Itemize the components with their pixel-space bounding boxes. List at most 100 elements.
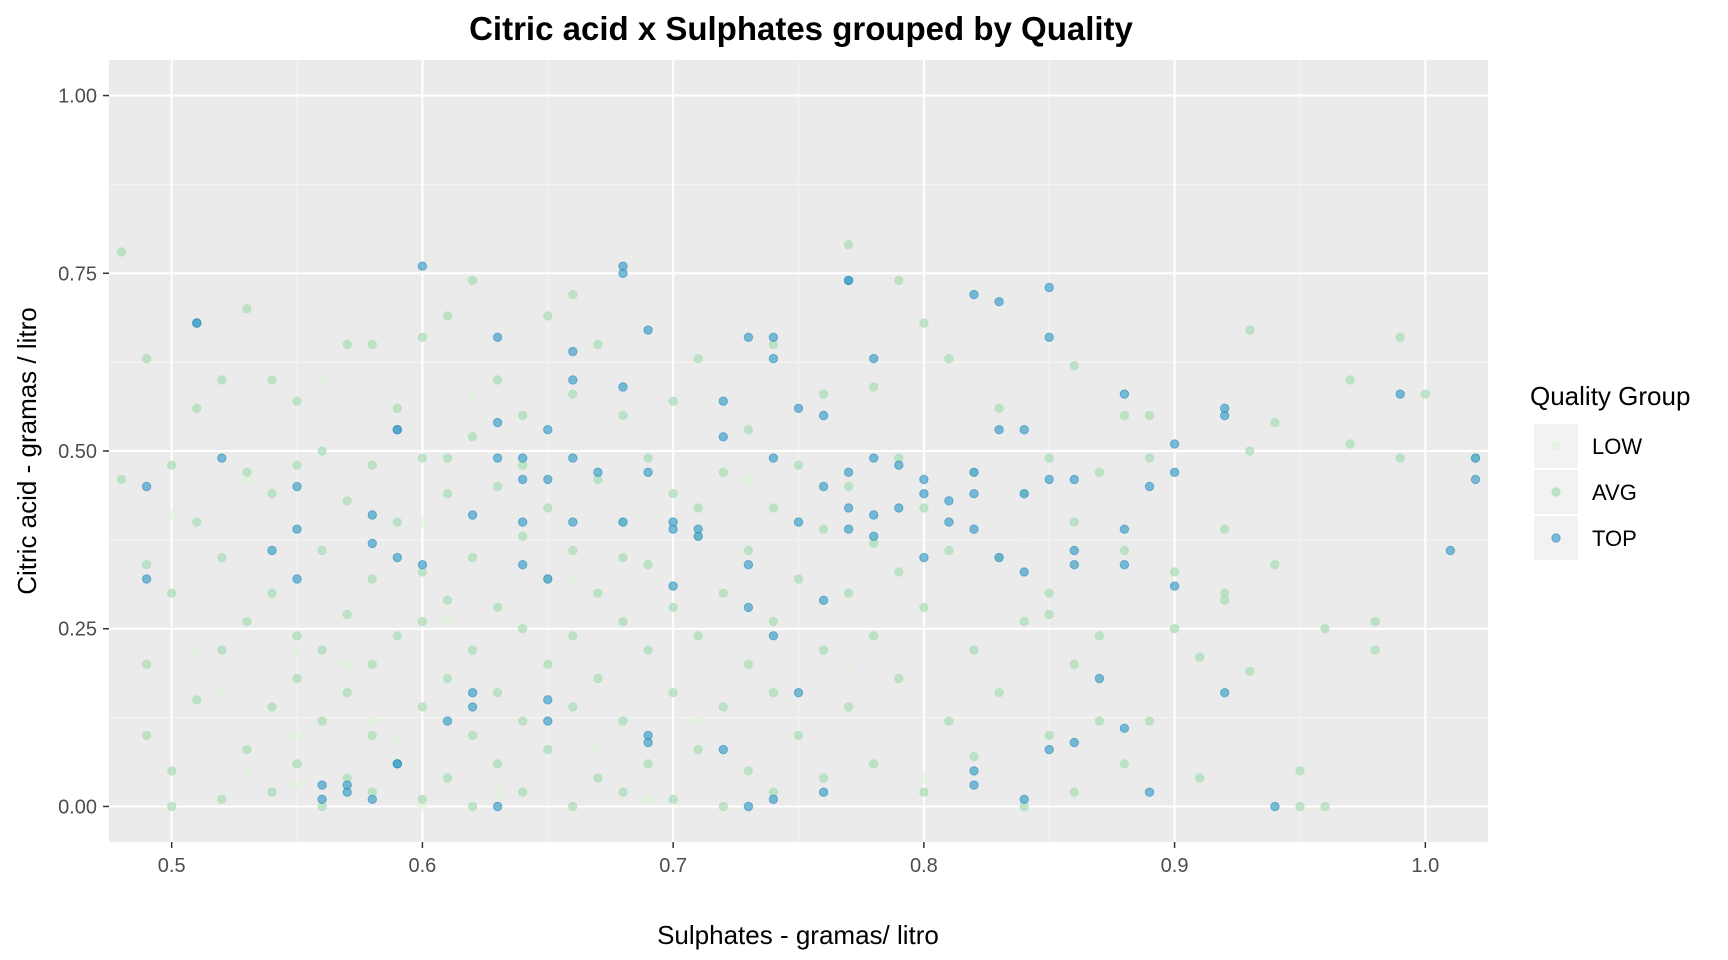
data-point-avg (944, 716, 954, 726)
data-point-top (718, 396, 728, 406)
data-point-top (141, 574, 152, 584)
data-point-avg (793, 730, 804, 741)
data-point-avg (919, 787, 929, 797)
data-point-avg (543, 659, 553, 669)
data-point-avg (317, 446, 327, 456)
data-point-top (743, 801, 754, 812)
data-point-top (1470, 453, 1481, 463)
data-point-top (818, 787, 829, 797)
data-point-avg (1169, 567, 1180, 577)
data-point-avg (492, 481, 503, 492)
data-point-avg (944, 353, 954, 364)
data-point-top (1019, 794, 1029, 804)
data-point-avg (1395, 332, 1405, 342)
data-point-top (543, 425, 553, 435)
data-point-top (894, 503, 904, 513)
data-point-avg (818, 645, 829, 655)
data-point-top (467, 688, 478, 698)
x-tick-label: 0.8 (910, 855, 938, 877)
data-point-avg (543, 744, 553, 755)
data-point-top (292, 524, 302, 534)
data-point-top (1069, 560, 1080, 570)
data-point-avg (843, 240, 854, 250)
data-point-avg (1044, 588, 1054, 598)
data-point-avg (292, 673, 302, 684)
data-point-avg (919, 318, 929, 328)
data-point-avg (518, 531, 528, 541)
data-point-avg (793, 574, 804, 584)
data-point-avg (1069, 517, 1080, 527)
data-point-avg (192, 517, 202, 527)
data-point-avg (242, 616, 252, 627)
data-point-avg (969, 645, 979, 655)
data-point-avg (217, 552, 227, 563)
data-point-top (568, 517, 578, 527)
legend: Quality Group LOW AVG TOP (1530, 381, 1690, 560)
data-point-avg (869, 382, 879, 392)
data-point-top (141, 481, 152, 492)
data-point-avg (743, 425, 754, 435)
data-point-avg (568, 702, 578, 712)
data-point-top (543, 574, 553, 584)
data-point-avg (593, 588, 603, 598)
data-point-avg (492, 602, 503, 613)
data-point-avg (568, 289, 578, 300)
data-point-low (167, 510, 177, 520)
data-point-avg (618, 410, 628, 421)
data-point-top (969, 524, 979, 534)
data-point-top (1094, 673, 1105, 684)
data-point-avg (718, 801, 728, 812)
data-point-avg (743, 766, 754, 776)
data-point-avg (643, 645, 653, 655)
data-point-low (593, 744, 603, 755)
data-point-avg (417, 702, 428, 712)
data-point-top (969, 289, 979, 300)
data-point-avg (292, 631, 302, 641)
data-point-avg (442, 311, 453, 321)
data-point-top (944, 496, 954, 506)
data-point-avg (1220, 524, 1230, 534)
data-point-avg (1245, 446, 1255, 456)
data-point-avg (1119, 545, 1130, 556)
data-point-avg (1144, 453, 1155, 463)
data-point-avg (242, 467, 252, 477)
data-point-avg (543, 311, 553, 321)
data-point-top (392, 425, 402, 435)
data-point-avg (1094, 631, 1105, 641)
data-point-top (1069, 737, 1080, 748)
data-point-top (1220, 403, 1230, 413)
data-point-low (442, 616, 453, 627)
data-point-top (919, 552, 929, 563)
data-point-avg (167, 766, 177, 776)
data-point-avg (668, 489, 678, 499)
data-point-top (643, 467, 653, 477)
data-point-top (994, 297, 1004, 307)
y-tick-label: 0.75 (58, 263, 97, 285)
data-point-avg (618, 552, 628, 563)
data-point-top (1270, 801, 1280, 812)
data-point-low (392, 737, 402, 748)
data-point-avg (668, 602, 678, 613)
data-point-avg (1270, 417, 1280, 428)
data-point-top (292, 574, 302, 584)
data-point-top (768, 332, 779, 342)
legend-marker-avg (1551, 487, 1561, 497)
data-point-top (1069, 474, 1080, 485)
data-point-top (969, 780, 979, 790)
data-point-avg (919, 503, 929, 513)
data-point-avg (167, 460, 177, 470)
data-point-avg (442, 773, 453, 783)
data-point-avg (292, 396, 302, 406)
legend-marker-top (1551, 533, 1561, 543)
data-point-low (492, 787, 503, 797)
data-point-avg (643, 759, 653, 769)
data-point-avg (342, 609, 352, 620)
data-point-top (1119, 723, 1130, 733)
data-point-avg (518, 716, 528, 726)
data-point-avg (417, 453, 428, 463)
data-point-avg (392, 631, 402, 641)
data-point-avg (843, 702, 854, 712)
data-point-avg (693, 353, 703, 364)
data-point-top (969, 489, 979, 499)
data-point-top (1169, 439, 1180, 449)
